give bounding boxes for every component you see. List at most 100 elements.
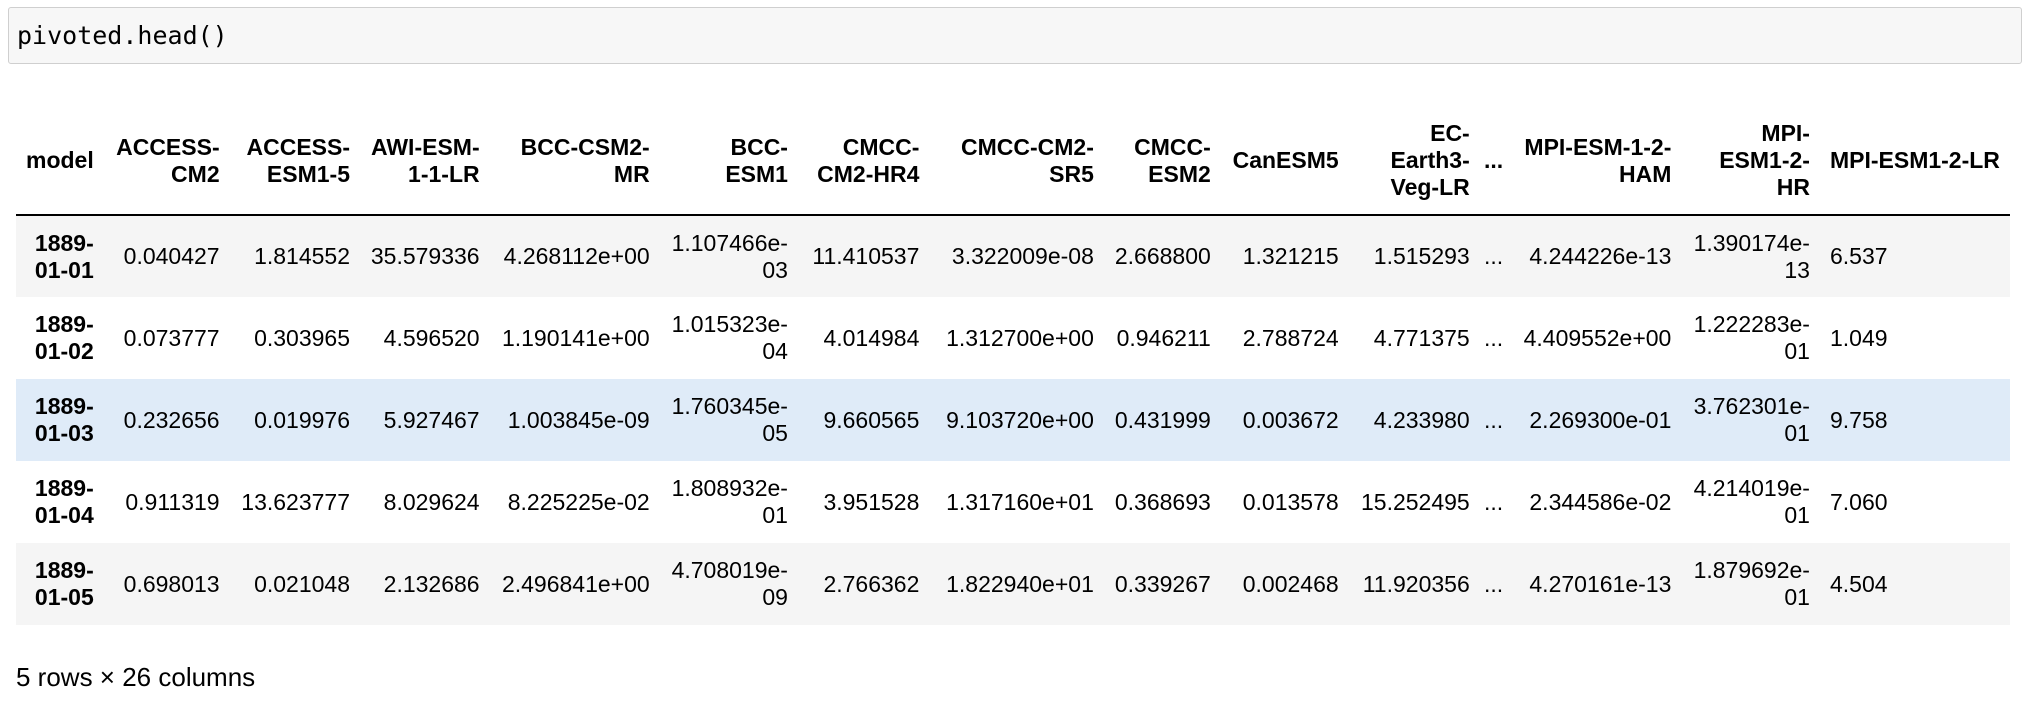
ellipsis-cell: ... [1483,243,1504,269]
table-cell: 1.879692e-01 [1693,557,1810,610]
table-cell: 4.233980 [1373,406,1470,433]
table-cell: 0.946211 [1116,324,1211,351]
table-cell: 2.788724 [1242,324,1339,351]
header-row: model ACCESS-CM2 ACCESS-ESM1-5 AWI-ESM-1… [16,107,2010,216]
table-cell: 2.269300e-01 [1529,406,1672,433]
row-index: 1889-01-04 [34,475,94,528]
column-header: ACCESS-ESM1-5 [229,107,361,216]
table-cell: 1.317160e+01 [946,488,1094,515]
table-cell: 4.504 [1829,570,1888,597]
table-cell: 4.771375 [1373,324,1470,351]
table-row: 1889-01-01 0.040427 1.814552 35.579336 4.268… [16,215,2010,297]
table-body: 1889-01-01 0.040427 1.814552 35.579336 4.268… [16,215,2010,625]
table-cell: 1.822940e+01 [946,570,1094,597]
table-row: 1889-01-02 0.073777 0.303965 4.596520 1.1901… [16,297,2010,379]
column-header: MPI-ESM1-2-LR [1819,107,2010,216]
table-cell: 0.040427 [123,243,220,269]
column-header: MPI-ESM-1-2-HAM [1507,107,1682,216]
table-cell: 1.515293 [1373,243,1470,269]
table-cell: 35.579336 [370,243,480,269]
table-row: 1889-01-03 0.232656 0.019976 5.927467 1.0038… [16,379,2010,461]
table-cell: 0.019976 [254,406,351,433]
table-cell: 1.321215 [1242,243,1339,269]
table-row: 1889-01-04 0.911319 13.623777 8.029624 8.225… [16,461,2010,543]
dataframe-output: model ACCESS-CM2 ACCESS-ESM1-5 AWI-ESM-1… [16,107,2010,625]
table-cell: 0.073777 [123,324,220,351]
table-cell: 4.596520 [383,324,480,351]
table-cell: 0.303965 [254,324,351,351]
table-cell: 0.003672 [1242,406,1339,433]
table-cell: 1.312700e+00 [946,324,1094,351]
code-input-cell[interactable]: pivoted.head() [8,7,2022,64]
ellipsis-cell: ... [1483,570,1504,597]
dataframe-shape: 5 rows × 26 columns [16,662,256,692]
table-cell: 5.927467 [383,406,480,433]
table-cell: 2.496841e+00 [501,570,650,597]
table-cell: 0.911319 [125,488,220,515]
table-cell: 0.431999 [1114,406,1211,433]
column-header: EC-Earth3-Veg-LR [1348,107,1480,216]
table-cell: 1.814552 [254,243,351,269]
column-header: CMCC-ESM2 [1103,107,1221,216]
table-cell: 4.268112e+00 [503,243,650,269]
column-header: CMCC-CM2-HR4 [797,107,930,216]
column-header: BCC-ESM1 [659,107,798,216]
column-header: BCC-CSM2-MR [489,107,660,216]
row-index: 1889-01-05 [34,557,94,610]
ellipsis-cell: ... [1483,488,1504,515]
table-cell: 4.708019e-09 [671,557,788,610]
column-header-ellipsis: ... [1479,107,1508,216]
table-cell: 0.368693 [1114,488,1211,515]
table-cell: 4.214019e-01 [1693,475,1810,528]
table-cell: 9.103720e+00 [946,406,1094,433]
table-cell: 9.660565 [823,406,920,433]
table-cell: 13.623777 [241,488,351,515]
column-header: MPI-ESM1-2-HR [1681,107,1820,216]
table-cell: 11.920356 [1362,570,1470,597]
row-index: 1889-01-02 [34,311,94,364]
table-cell: 1.390174e-13 [1693,229,1810,283]
table-cell: 6.537 [1829,243,1888,269]
row-index: 1889-01-01 [34,229,94,283]
table-cell: 3.951528 [823,488,920,515]
table-cell: 0.232656 [123,406,220,433]
code-source[interactable]: pivoted.head() [17,21,228,50]
column-header: AWI-ESM-1-1-LR [360,107,490,216]
table-cell: 0.013578 [1242,488,1339,515]
table-cell: 9.758 [1829,406,1888,433]
column-header: ACCESS-CM2 [103,107,230,216]
table-cell: 2.668800 [1114,243,1211,269]
table-cell: 2.344586e-02 [1529,488,1672,515]
dataframe-table: model ACCESS-CM2 ACCESS-ESM1-5 AWI-ESM-1… [16,107,2010,625]
table-row: 1889-01-05 0.698013 0.021048 2.132686 2.4968… [16,543,2010,625]
table-cell: 0.021048 [254,570,351,597]
table-cell: 1.222283e-01 [1693,311,1810,364]
table-cell: 1.808932e-01 [671,475,788,528]
table-cell: 0.698013 [123,570,220,597]
table-cell: 2.766362 [823,570,920,597]
table-cell: 4.014984 [823,324,920,351]
table-cell: 1.003845e-09 [507,406,650,433]
table-cell: 1.049 [1829,324,1888,351]
table-cell: 1.760345e-05 [671,393,788,446]
table-cell: 0.002468 [1242,570,1339,597]
table-cell: 11.410537 [812,243,920,269]
table-cell: 1.015323e-04 [671,311,788,364]
table-cell: 1.190141e+00 [501,324,650,351]
table-cell: 3.762301e-01 [1693,393,1810,446]
table-cell: 1.107466e-03 [671,229,788,283]
table-cell: 3.322009e-08 [951,243,1094,269]
index-header: model [16,107,104,216]
ellipsis-cell: ... [1483,406,1504,433]
table-cell: 8.225225e-02 [507,488,650,515]
ellipsis-cell: ... [1483,324,1504,351]
table-cell: 4.244226e-13 [1529,243,1672,269]
column-header: CMCC-CM2-SR5 [929,107,1104,216]
table-cell: 4.409552e+00 [1523,324,1672,351]
table-cell: 2.132686 [383,570,480,597]
table-cell: 4.270161e-13 [1529,570,1672,597]
table-cell: 15.252495 [1361,488,1470,515]
table-cell: 8.029624 [383,488,480,515]
table-cell: 7.060 [1829,488,1888,515]
column-header: CanESM5 [1220,107,1349,216]
